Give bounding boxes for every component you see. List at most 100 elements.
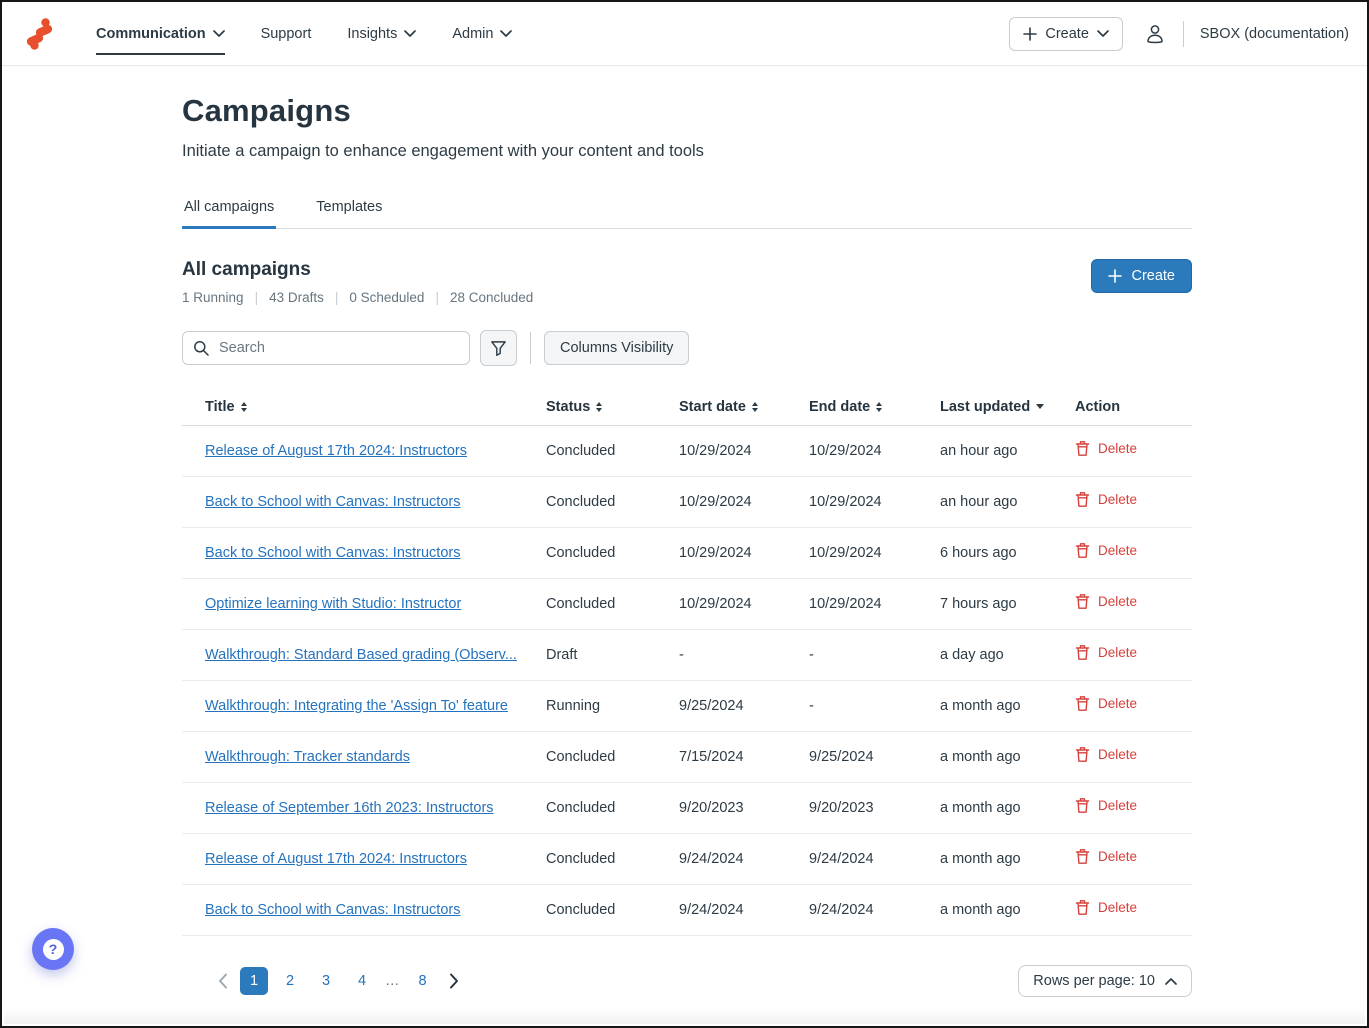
table-row: Back to School with Canvas: Instructors …: [182, 476, 1192, 528]
delete-button[interactable]: Delete: [1075, 746, 1137, 763]
filter-button[interactable]: [480, 330, 517, 366]
next-page-button[interactable]: [445, 969, 463, 993]
campaign-title-link[interactable]: Walkthrough: Integrating the 'Assign To'…: [205, 697, 508, 714]
column-header-status[interactable]: Status: [546, 389, 679, 426]
section-title: All campaigns: [182, 259, 311, 280]
end-date-cell: 10/29/2024: [809, 425, 940, 477]
column-header-title[interactable]: Title: [182, 389, 546, 426]
primary-nav: Communication Support Insights Admin: [96, 2, 548, 66]
start-date-cell: 9/20/2023: [679, 782, 809, 834]
create-campaign-label: Create: [1131, 268, 1175, 284]
stat-separator: |: [254, 290, 259, 305]
page-subtitle: Initiate a campaign to enhance engagemen…: [182, 142, 704, 160]
nav-item-support[interactable]: Support: [261, 2, 312, 66]
status-cell: Concluded: [546, 782, 679, 834]
nav-item-insights[interactable]: Insights: [347, 2, 417, 66]
end-date-cell: 10/29/2024: [809, 476, 940, 528]
last-updated-cell: an hour ago: [940, 476, 1075, 528]
user-icon: [1147, 24, 1163, 43]
table-row: Walkthrough: Tracker standards Concluded…: [182, 731, 1192, 783]
table-row: Walkthrough: Integrating the 'Assign To'…: [182, 680, 1192, 732]
page-button-2[interactable]: 2: [276, 967, 304, 995]
question-mark-icon: ?: [42, 938, 64, 960]
status-cell: Concluded: [546, 578, 679, 630]
topbar-right-group: Create SBOX (documentation): [1009, 16, 1349, 51]
campaign-title-link[interactable]: Release of September 16th 2023: Instruct…: [205, 799, 494, 816]
column-header-start-date[interactable]: Start date: [679, 389, 809, 426]
last-updated-cell: 6 hours ago: [940, 527, 1075, 579]
main-content: Campaigns Initiate a campaign to enhance…: [182, 93, 1192, 997]
trash-icon: [1075, 492, 1090, 507]
delete-button[interactable]: Delete: [1075, 899, 1137, 916]
sort-icon: [876, 401, 883, 412]
delete-button[interactable]: Delete: [1075, 542, 1137, 559]
user-menu-button[interactable]: [1143, 22, 1167, 46]
stat-scheduled: 0 Scheduled: [349, 290, 425, 305]
campaign-title-link[interactable]: Walkthrough: Standard Based grading (Obs…: [205, 646, 517, 663]
campaign-title-link[interactable]: Back to School with Canvas: Instructors: [205, 901, 461, 918]
trash-icon: [1075, 543, 1090, 558]
last-updated-cell: 7 hours ago: [940, 578, 1075, 630]
create-campaign-button[interactable]: Create: [1091, 259, 1192, 293]
campaign-title-link[interactable]: Release of August 17th 2024: Instructors: [205, 442, 467, 459]
help-button[interactable]: ?: [32, 928, 74, 970]
campaign-title-link[interactable]: Back to School with Canvas: Instructors: [205, 544, 461, 561]
rows-per-page-button[interactable]: Rows per page: 10: [1018, 964, 1192, 997]
campaign-title-link[interactable]: Release of August 17th 2024: Instructors: [205, 850, 467, 867]
column-header-end-date[interactable]: End date: [809, 389, 940, 426]
search-input[interactable]: [182, 331, 470, 365]
campaign-title-link[interactable]: Back to School with Canvas: Instructors: [205, 493, 461, 510]
delete-button[interactable]: Delete: [1075, 695, 1137, 712]
trash-icon: [1075, 696, 1090, 711]
table-row: Back to School with Canvas: Instructors …: [182, 884, 1192, 936]
start-date-cell: 10/29/2024: [679, 578, 809, 630]
tab-all-campaigns[interactable]: All campaigns: [182, 190, 277, 229]
stat-running: 1 Running: [182, 290, 244, 305]
status-cell: Concluded: [546, 731, 679, 783]
start-date-cell: 9/24/2024: [679, 833, 809, 885]
impact-logo-icon[interactable]: [22, 16, 58, 52]
trash-icon: [1075, 441, 1090, 456]
delete-button[interactable]: Delete: [1075, 644, 1137, 661]
start-date-cell: 10/29/2024: [679, 476, 809, 528]
nav-item-communication[interactable]: Communication: [96, 2, 225, 66]
campaign-title-link[interactable]: Walkthrough: Tracker standards: [205, 748, 410, 765]
start-date-cell: 10/29/2024: [679, 425, 809, 477]
search-box: [182, 331, 470, 365]
delete-button[interactable]: Delete: [1075, 440, 1137, 457]
last-updated-cell: a month ago: [940, 833, 1075, 885]
tab-templates[interactable]: Templates: [316, 199, 383, 215]
page-button-1[interactable]: 1: [240, 966, 268, 995]
chevron-right-icon: [449, 973, 458, 988]
chevron-down-icon: [500, 29, 513, 37]
campaign-title-link[interactable]: Optimize learning with Studio: Instructo…: [205, 595, 462, 612]
account-name[interactable]: SBOX (documentation): [1199, 25, 1349, 42]
topbar-create-button[interactable]: Create: [1009, 16, 1123, 51]
end-date-cell: -: [809, 680, 940, 732]
page-button-3[interactable]: 3: [312, 967, 340, 995]
delete-button[interactable]: Delete: [1075, 593, 1137, 610]
column-header-last-updated[interactable]: Last updated: [940, 389, 1075, 426]
nav-item-admin[interactable]: Admin: [452, 2, 513, 66]
trash-icon: [1075, 645, 1090, 660]
chevron-down-icon: [404, 29, 417, 37]
topbar-divider: [1182, 20, 1184, 47]
table-row: Back to School with Canvas: Instructors …: [182, 527, 1192, 579]
delete-button[interactable]: Delete: [1075, 848, 1137, 865]
pagination: 1 2 3 4 … 8: [214, 966, 463, 995]
delete-button[interactable]: Delete: [1075, 797, 1137, 814]
table-header-row: Title Status Start date End date: [182, 389, 1192, 426]
toolbar-divider: [530, 332, 531, 364]
trash-icon: [1075, 747, 1090, 762]
page-button-8[interactable]: 8: [409, 967, 437, 995]
chevron-left-icon: [219, 973, 227, 988]
page-button-4[interactable]: 4: [348, 967, 376, 995]
status-cell: Concluded: [546, 833, 679, 885]
stat-drafts: 43 Drafts: [269, 290, 324, 305]
columns-visibility-button[interactable]: Columns Visibility: [544, 331, 690, 365]
campaigns-table: Title Status Start date End date: [182, 389, 1192, 936]
previous-page-button[interactable]: [214, 969, 232, 993]
stat-separator: |: [334, 290, 339, 305]
delete-button[interactable]: Delete: [1075, 491, 1137, 508]
